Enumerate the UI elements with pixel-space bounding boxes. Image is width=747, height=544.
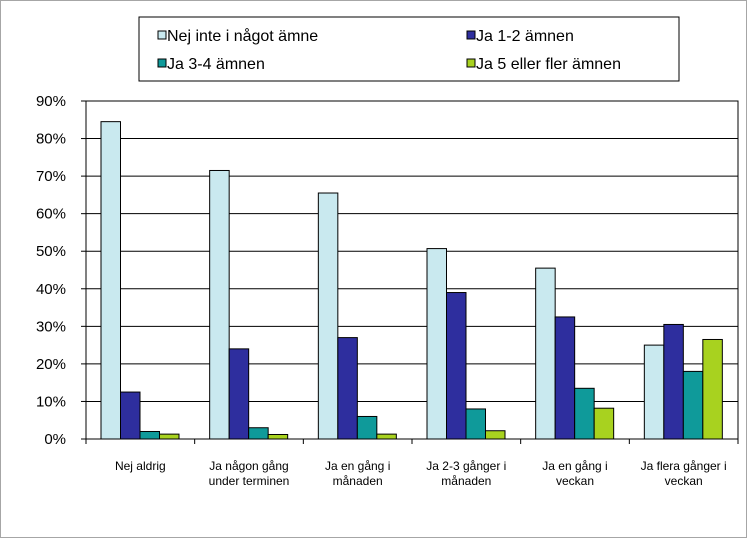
legend-swatch: [466, 30, 476, 40]
y-tick-label: 40%: [36, 281, 66, 298]
bar: [574, 387, 595, 440]
x-tick-label-line: Ja någon gång: [209, 459, 288, 473]
bar: [248, 427, 269, 440]
bar: [120, 391, 141, 440]
legend-label: Ja 5 eller fler ämnen: [476, 56, 621, 73]
legend-swatch: [157, 58, 167, 68]
x-tick-label-line: Ja en gång i: [325, 459, 390, 473]
bar: [356, 415, 378, 440]
y-tick-label: 70%: [36, 168, 66, 185]
legend-swatch: [157, 30, 167, 40]
bar: [446, 292, 467, 440]
legend-label: Nej inte i något ämne: [167, 27, 318, 45]
bar: [643, 344, 665, 440]
bar: [554, 316, 576, 440]
bar: [159, 433, 180, 440]
x-tick-label: Ja flera gånger i veckan: [641, 459, 727, 488]
legend-swatch: [466, 58, 476, 68]
x-tick-label-line: månaden: [441, 474, 491, 488]
x-tick-label-line: veckan: [665, 474, 703, 488]
x-tick-label: Ja en gång i månaden: [325, 459, 390, 488]
y-axis: 0% 10% 20% 30% 40% 50% 60% 70% 80% 90%: [36, 93, 86, 448]
y-tick-label: 20%: [36, 356, 66, 373]
bar: [267, 433, 289, 440]
gridlines: [86, 138, 738, 402]
legend-box: [138, 16, 680, 82]
y-tick-label: 0%: [44, 431, 66, 448]
bar: [593, 407, 615, 440]
bar: [139, 430, 160, 440]
x-tick-label: Ja en gång i veckan: [542, 459, 607, 488]
bar: [209, 169, 230, 440]
y-tick-label: 60%: [36, 206, 66, 223]
x-tick-label-line: Nej aldrig: [115, 459, 166, 473]
x-tick-label-line: under terminen: [209, 474, 290, 488]
y-tick-label: 90%: [36, 93, 66, 110]
bars: [100, 121, 723, 440]
y-tick-label: 30%: [36, 318, 66, 335]
bar: [535, 267, 556, 440]
bar: [702, 338, 723, 440]
x-axis: Nej aldrig Ja någon gång under terminenJa …: [85, 439, 739, 488]
bar: [663, 323, 684, 440]
legend-label: Ja 1-2 ämnen: [476, 28, 574, 45]
bar: [228, 348, 250, 440]
bar: [337, 337, 358, 440]
plot-area: [85, 100, 739, 440]
y-tick-label: 50%: [36, 243, 66, 260]
y-tick-label: 10%: [36, 393, 66, 410]
x-tick-label: Nej aldrig: [115, 459, 166, 473]
legend-label: Ja 3-4 ämnen: [167, 56, 265, 73]
y-tick-label: 80%: [36, 131, 66, 148]
bar: [317, 192, 339, 440]
bar: [465, 408, 486, 440]
x-tick-label-line: Ja flera gånger i: [641, 459, 727, 473]
x-tick-label-line: Ja en gång i: [542, 459, 607, 473]
bar: [682, 370, 704, 440]
x-tick-label-line: Ja 2-3 gånger i: [426, 459, 506, 473]
x-tick-label: Ja 2-3 gånger i månaden: [426, 459, 506, 488]
x-tick-label-line: veckan: [556, 474, 594, 488]
bar: [426, 248, 447, 440]
x-tick-label: Ja någon gång under terminen: [209, 459, 290, 488]
bar: [485, 430, 506, 440]
bar: [100, 121, 121, 440]
x-tick-label-line: månaden: [333, 474, 383, 488]
bar: [376, 433, 397, 440]
legend: Nej inte i något ämne Ja 1-2 ämnen Ja 3-4 …: [157, 27, 621, 73]
